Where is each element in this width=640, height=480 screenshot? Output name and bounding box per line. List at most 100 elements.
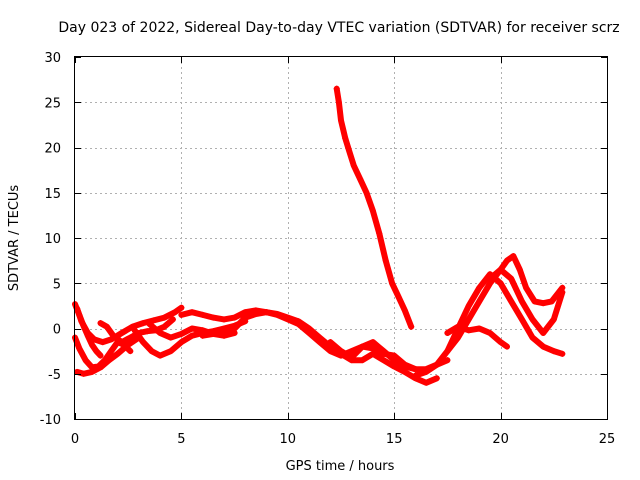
x-tick-labels: 0 5 10 15 20 25: [71, 432, 615, 447]
data-point: [529, 334, 536, 341]
data-point: [189, 309, 196, 316]
data-point: [476, 325, 483, 332]
data-point: [423, 379, 430, 386]
data-point: [503, 343, 510, 350]
data-point: [118, 339, 125, 346]
plot-frame: [74, 56, 608, 420]
data-point: [335, 99, 342, 106]
data-point: [97, 320, 104, 327]
data-point: [391, 357, 398, 364]
y-tick-label: 25: [44, 96, 61, 111]
data-point: [359, 357, 366, 364]
y-tick-label: 15: [44, 187, 61, 202]
data-point: [118, 330, 125, 337]
x-tick-label: 0: [71, 432, 79, 447]
data-point: [178, 304, 185, 311]
data-point: [529, 316, 536, 323]
data-point: [140, 320, 147, 327]
data-point: [84, 330, 91, 337]
data-point: [338, 348, 344, 355]
data-point: [97, 364, 104, 371]
series-arc-mid-4: [199, 309, 440, 386]
data-point: [433, 375, 440, 382]
data-point: [391, 363, 398, 370]
data-point: [380, 357, 387, 364]
data-point: [412, 372, 419, 379]
data-point: [231, 325, 238, 332]
data-point: [508, 275, 515, 282]
data-point: [423, 368, 430, 375]
y-tick-label: 20: [44, 142, 61, 157]
data-point: [408, 323, 415, 330]
data-point: [518, 298, 525, 305]
data-point: [110, 332, 117, 339]
data-point: [510, 253, 517, 260]
data-point: [350, 162, 357, 169]
data-point: [316, 334, 323, 341]
data-point: [74, 305, 81, 312]
y-tick-label: -5: [48, 368, 61, 383]
data-point: [548, 298, 555, 305]
chart-title: Day 023 of 2022, Sidereal Day-to-day VTE…: [58, 20, 619, 36]
data-point: [497, 280, 504, 287]
data-point: [169, 316, 176, 323]
data-point: [146, 320, 153, 327]
y-tick-label: 30: [44, 51, 61, 66]
x-tick-label: 10: [280, 432, 297, 447]
data-point: [503, 257, 510, 264]
data-point: [433, 361, 440, 368]
data-point: [455, 323, 462, 330]
axis-ticks: [75, 57, 608, 420]
data-point: [131, 327, 138, 334]
data-point: [401, 368, 408, 375]
data-point: [242, 309, 249, 316]
data-point: [380, 348, 387, 355]
data-point: [369, 345, 376, 352]
data-point: [523, 284, 530, 291]
data-point: [476, 284, 483, 291]
data-point: [342, 135, 349, 142]
data-point: [199, 332, 206, 339]
data-point: [348, 354, 355, 361]
data-point: [108, 348, 115, 355]
data-point: [157, 330, 164, 337]
data-point: [93, 348, 100, 355]
data-point: [540, 330, 547, 337]
data-point: [363, 189, 370, 196]
data-point: [369, 350, 376, 357]
data-point: [540, 343, 547, 350]
data-point: [76, 345, 83, 352]
data-point: [348, 348, 355, 355]
y-tick-label: 5: [53, 277, 61, 292]
x-tick-label: 5: [177, 432, 185, 447]
data-point: [295, 318, 302, 325]
data-point: [161, 323, 168, 330]
data-point: [199, 311, 206, 318]
data-point: [263, 309, 270, 316]
data-point: [82, 357, 89, 364]
data-point: [99, 339, 106, 346]
data-point: [412, 366, 419, 373]
data-point: [252, 311, 259, 318]
data-point: [161, 314, 168, 321]
data-point: [125, 341, 132, 348]
data-point: [497, 266, 504, 273]
data-point: [476, 298, 483, 305]
data-point: [486, 330, 493, 337]
data-point: [189, 332, 196, 339]
data-point: [333, 85, 340, 92]
data-point: [91, 336, 98, 343]
data-point: [127, 348, 134, 355]
data-point: [369, 339, 376, 346]
data-point: [369, 207, 376, 214]
data-point: [78, 318, 85, 325]
data-point: [550, 316, 557, 323]
data-point: [389, 280, 396, 287]
data-point: [540, 300, 547, 307]
data-point: [465, 316, 472, 323]
data-point: [74, 368, 81, 375]
data-point: [346, 149, 353, 156]
data-point: [97, 352, 104, 359]
data-point: [210, 314, 217, 321]
